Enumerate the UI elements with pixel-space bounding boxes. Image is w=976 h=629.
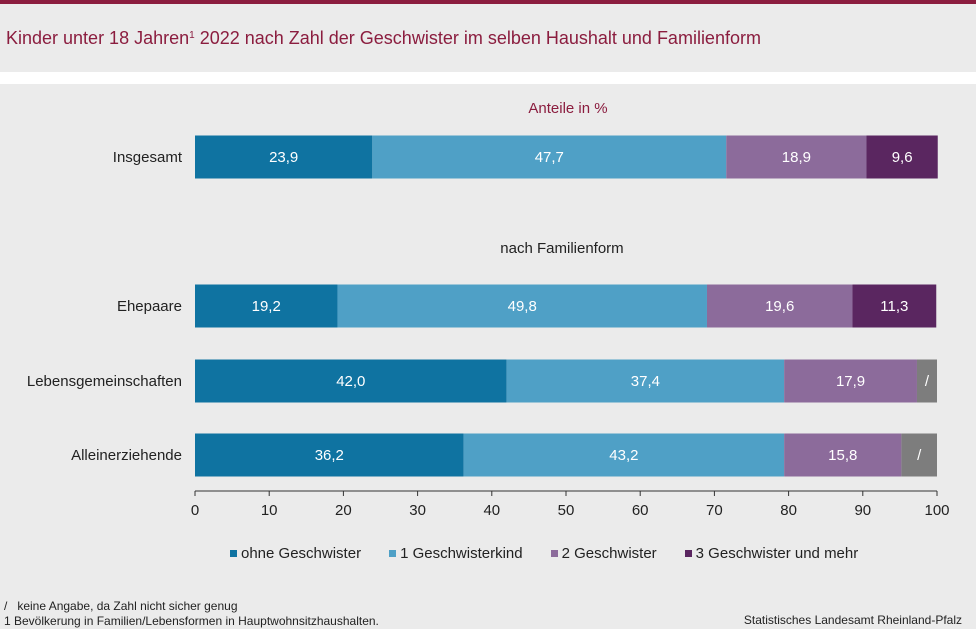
legend-label: ohne Geschwister (241, 545, 362, 562)
bar-segment (784, 433, 902, 477)
legend-item: 1 Geschwisterkind (389, 545, 523, 562)
legend-label: 2 Geschwister (561, 545, 657, 562)
title-separator (0, 72, 976, 84)
data-label: 19,2 (252, 298, 281, 315)
bar-segment (195, 359, 507, 403)
bar-segment (901, 433, 937, 477)
legend-swatch (684, 550, 692, 557)
bar-segment (195, 135, 373, 179)
bar-segment (852, 284, 937, 328)
bar-segment (706, 284, 853, 328)
data-label: 36,2 (315, 447, 344, 464)
bar-segment (463, 433, 785, 477)
x-tick-label: 80 (780, 502, 797, 519)
x-tick-label: 30 (409, 502, 426, 519)
top-rule (0, 0, 976, 4)
legend-label: 1 Geschwisterkind (400, 545, 523, 562)
bar-segment (195, 433, 464, 477)
category-label: Alleinerziehende (71, 447, 182, 464)
source-credit: Statistisches Landesamt Rheinland-Pfalz (743, 613, 962, 627)
data-label: 15,8 (828, 447, 857, 464)
data-label: 17,9 (836, 373, 865, 390)
category-label: Ehepaare (117, 298, 182, 315)
legend-item: 2 Geschwister (550, 545, 657, 562)
footnote-slash: / keine Angabe, da Zahl nicht sicher genu… (4, 599, 238, 613)
x-tick-label: 20 (335, 502, 352, 519)
bar-segment (916, 359, 937, 403)
bar-segment (784, 359, 917, 403)
legend-swatch (550, 550, 558, 557)
data-label: 23,9 (269, 149, 298, 166)
bar-segment (372, 135, 727, 179)
legend-item: ohne Geschwister (230, 545, 361, 562)
data-label: 42,0 (336, 373, 365, 390)
unit-label: Anteile in % (528, 100, 607, 117)
x-tick-label: 100 (924, 502, 949, 519)
x-tick-label: 10 (261, 502, 278, 519)
x-tick-label: 90 (854, 502, 871, 519)
x-tick-label: 70 (706, 502, 723, 519)
legend-item: 3 Geschwister und mehr (684, 545, 859, 562)
legend-swatch (230, 550, 237, 557)
data-label: 49,8 (508, 298, 537, 315)
bar-segment (866, 135, 938, 179)
data-label: 43,2 (609, 447, 638, 464)
section-label: nach Familienform (500, 240, 623, 257)
data-label: 19,6 (765, 298, 794, 315)
bar-segment (726, 135, 867, 179)
bar-segment (506, 359, 785, 403)
data-label: 37,4 (631, 373, 660, 390)
bar-segment (337, 284, 707, 328)
x-tick-label: 50 (558, 502, 575, 519)
legend-swatch (389, 550, 397, 557)
chart-title: Kinder unter 18 Jahren1 2022 nach Zahl d… (6, 28, 761, 48)
footnote-1: 1 Bevölkerung in Familien/Lebensformen i… (4, 614, 379, 628)
x-tick-label: 0 (191, 502, 199, 519)
bar-segment (195, 284, 338, 328)
data-label: 18,9 (782, 149, 811, 166)
data-label: 47,7 (535, 149, 564, 166)
x-tick-label: 40 (483, 502, 500, 519)
x-tick-label: 60 (632, 502, 649, 519)
stacked-bar-chart: Anteile in % nach Familienform Insgesamt 23… (27, 100, 950, 519)
data-label: 9,6 (892, 149, 913, 166)
data-label: 11,3 (880, 298, 908, 315)
category-label: Lebensgemeinschaften (27, 373, 182, 390)
legend-label: 3 Geschwister und mehr (695, 545, 859, 562)
legend: ohne Geschwister 1 Geschwisterkind 2 Gesch… (230, 545, 858, 562)
category-label: Insgesamt (113, 149, 183, 166)
data-label: / (925, 373, 930, 390)
data-label: / (917, 447, 922, 464)
